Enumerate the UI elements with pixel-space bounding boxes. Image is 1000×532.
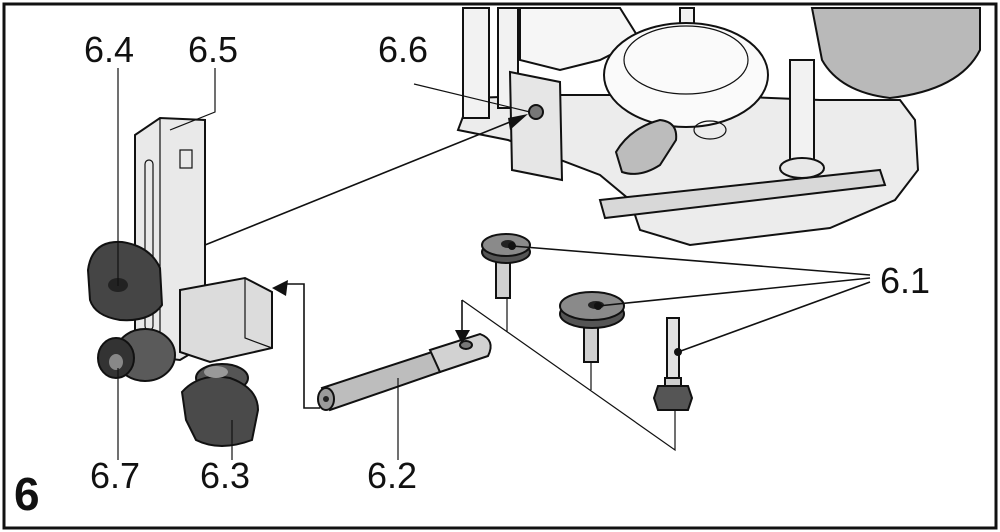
router-base	[456, 7, 981, 247]
pin-6-1-c	[652, 317, 694, 411]
knob-6-4	[86, 240, 164, 322]
label-6-2: 6.2	[367, 455, 417, 496]
label-6-5: 6.5	[188, 29, 238, 70]
extension-rod-6-2	[317, 332, 492, 412]
pin-6-1-b	[559, 291, 625, 363]
label-6-4: 6.4	[84, 29, 134, 70]
label-6-1: 6.1	[880, 260, 930, 301]
foot-6-3	[180, 363, 260, 447]
leader-lines	[117, 68, 871, 460]
figure-number: 6	[14, 468, 40, 520]
clamp-block	[179, 276, 273, 364]
label-6-3: 6.3	[200, 455, 250, 496]
label-6-6: 6.6	[378, 29, 428, 70]
label-6-7: 6.7	[90, 455, 140, 496]
thumb-screw-6-7	[97, 328, 176, 382]
pin-6-1-a	[481, 233, 531, 299]
